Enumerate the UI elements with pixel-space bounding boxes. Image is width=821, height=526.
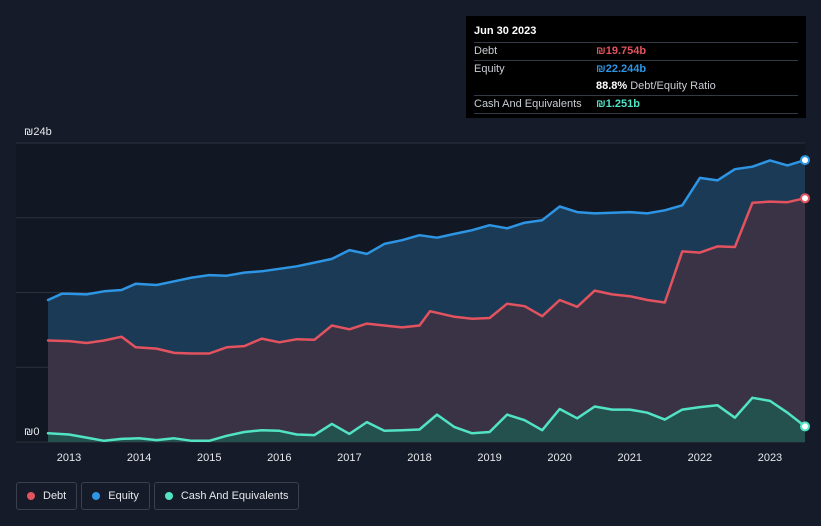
tooltip-date: Jun 30 2023 xyxy=(474,24,798,43)
legend-label-debt: Debt xyxy=(43,490,67,502)
equity-dot-icon xyxy=(92,492,101,500)
legend-label-equity: Equity xyxy=(108,490,139,502)
debt-dot-icon xyxy=(27,492,35,500)
tooltip-row-cash: Cash And Equivalents ₪1.251b xyxy=(474,96,798,114)
tooltip-value-ratio: 88.8% xyxy=(596,80,628,92)
legend-item-debt[interactable]: Debt xyxy=(16,482,78,510)
tooltip-row-debt: Debt ₪19.754b xyxy=(474,43,798,61)
endpoint-debt xyxy=(800,193,810,204)
endpoint-cash-and-equivalents xyxy=(800,421,810,432)
x-tick-label-2021: 2021 xyxy=(618,452,642,464)
area-debt xyxy=(48,198,805,442)
line-cash-and-equivalents xyxy=(46,396,807,443)
tooltip-value-debt: ₪19.754b xyxy=(596,45,647,57)
x-tick-label-2013: 2013 xyxy=(57,452,81,464)
x-tick-label-2017: 2017 xyxy=(337,452,361,464)
legend-item-cash[interactable]: Cash And Equivalents xyxy=(153,482,300,510)
area-cash-and-equivalents xyxy=(48,397,805,442)
x-tick-label-2022: 2022 xyxy=(688,452,712,464)
line-layer xyxy=(46,158,807,443)
endpoint-equity xyxy=(800,155,810,166)
tooltip-panel: Jun 30 2023 Debt ₪19.754b Equity ₪22.244… xyxy=(466,16,806,118)
chart-legend: Debt Equity Cash And Equivalents xyxy=(16,482,300,510)
cash-dot-icon xyxy=(164,492,173,500)
tooltip-ratio-caption: Debt/Equity Ratio xyxy=(630,80,716,92)
tooltip-label-cash: Cash And Equivalents xyxy=(474,98,582,110)
x-tick-label-2015: 2015 xyxy=(197,452,221,464)
x-tick-label-2020: 2020 xyxy=(547,452,571,464)
x-tick-label-2019: 2019 xyxy=(477,452,501,464)
tooltip-row-equity: Equity ₪22.244b xyxy=(474,61,798,78)
tooltip-row-ratio: 88.8% Debt/Equity Ratio xyxy=(474,78,798,96)
legend-label-cash: Cash And Equivalents xyxy=(180,490,289,502)
x-tick-label-2016: 2016 xyxy=(267,452,291,464)
legend-item-equity[interactable]: Equity xyxy=(81,482,150,510)
y-tick-label-top: ₪24b xyxy=(24,126,52,138)
tooltip-label-equity: Equity xyxy=(474,63,505,75)
tooltip-label-debt: Debt xyxy=(474,45,498,57)
line-debt xyxy=(46,196,807,355)
x-tick-label-2018: 2018 xyxy=(407,452,431,464)
y-tick-label-bottom: ₪0 xyxy=(24,426,39,438)
tooltip-value-cash: ₪1.251b xyxy=(596,98,640,110)
endpoint-markers xyxy=(800,155,810,432)
tooltip-label-ratio xyxy=(474,78,596,95)
tooltip-value-equity: ₪22.244b xyxy=(596,63,647,75)
line-equity xyxy=(46,158,807,302)
x-axis-ticks: 2013 2014 2015 2016 2017 2018 2019 2020 2021 2022… xyxy=(57,452,782,464)
x-tick-label-2023: 2023 xyxy=(758,452,782,464)
x-tick-label-2014: 2014 xyxy=(127,452,151,464)
area-layer xyxy=(48,160,805,442)
